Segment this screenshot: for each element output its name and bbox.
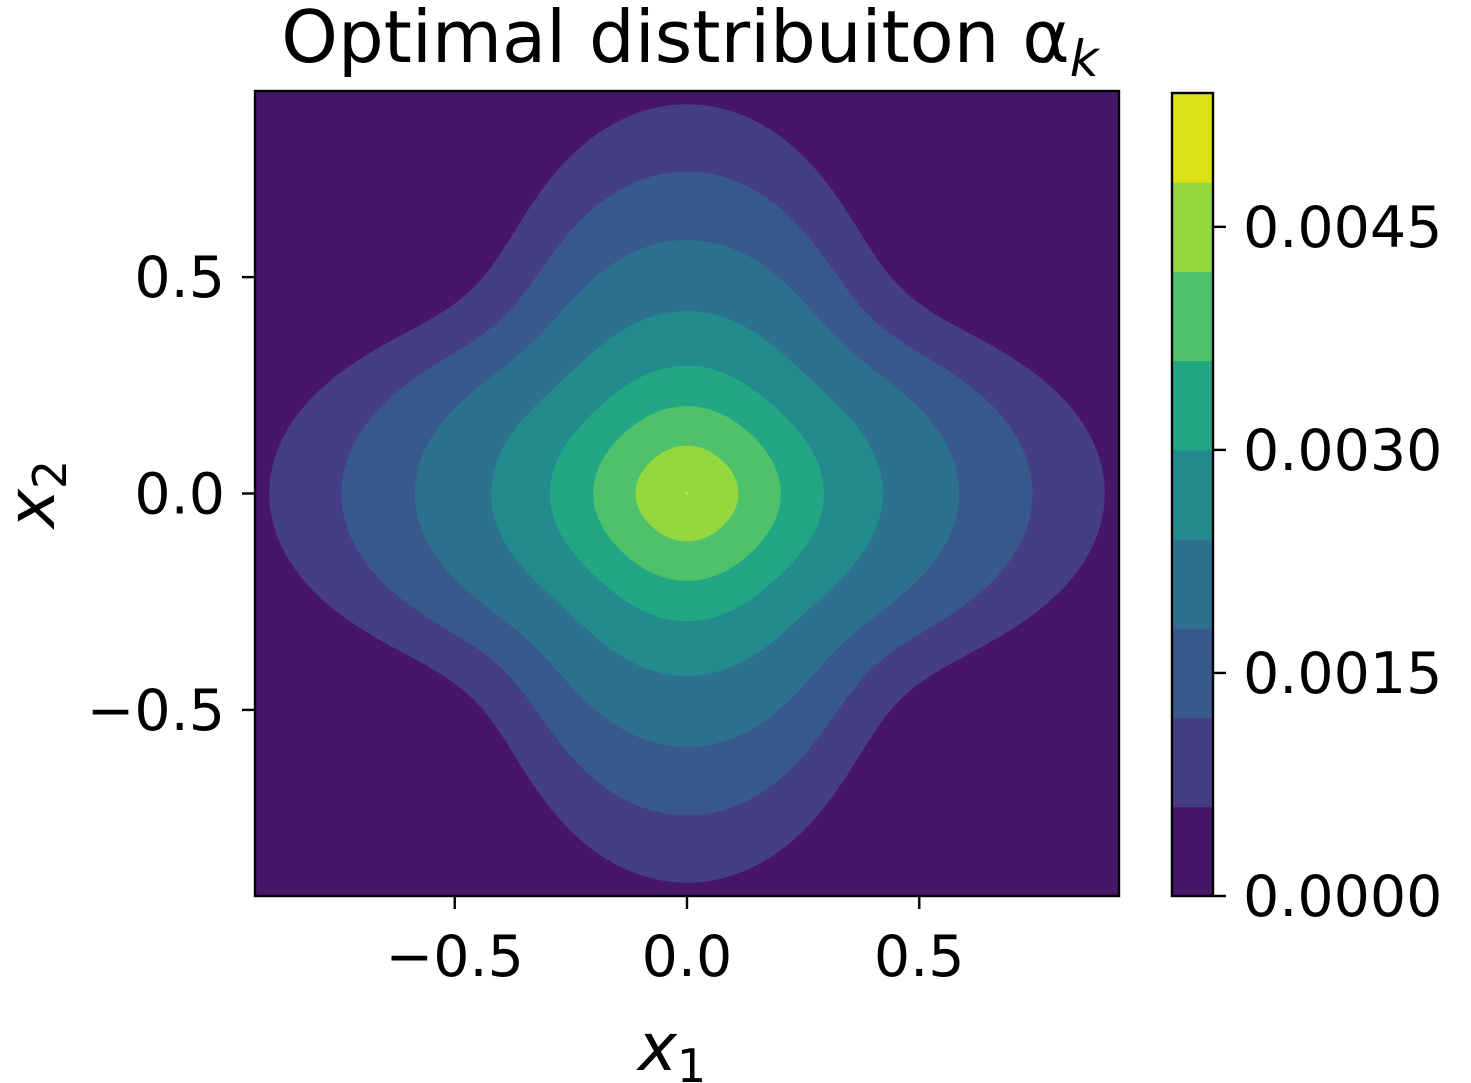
colorbar-segment [1172,806,1213,897]
y-tick-label: 0.5 [134,245,225,311]
x-tick-label: 0.5 [874,924,965,990]
x-tick-label: −0.5 [386,924,524,990]
x-axis: −0.5 0.0 0.5 [386,896,965,990]
colorbar-tick-label: 0.0000 [1243,864,1442,930]
colorbar-frame [1170,91,1215,898]
colorbar-tick-label: 0.0045 [1243,195,1442,261]
colorbar-segment [1172,539,1213,629]
x-tick-label: 0.0 [642,924,733,990]
colorbar-segment [1172,449,1213,540]
y-axis-label: x2 [0,460,77,530]
chart-title: Optimal distribuiton αk [281,0,1100,88]
colorbar-segment [1172,182,1213,272]
y-axis: −0.5 0.0 0.5 [87,245,255,744]
y-tick-label: 0.0 [134,462,225,528]
colorbar-tick-label: 0.0015 [1243,641,1442,707]
colorbar-tick-label: 0.0030 [1243,418,1442,484]
colorbar-segment [1172,717,1213,808]
plot-area [253,89,1121,898]
colorbar-segment [1172,271,1213,362]
colorbar: 0.0000 0.0015 0.0030 0.0045 [1170,91,1442,930]
colorbar-segment [1172,628,1213,719]
peak-point [685,491,689,496]
x-axis-label: x1 [636,1009,706,1083]
y-tick-label: −0.5 [87,678,225,744]
colorbar-segment [1172,360,1213,451]
colorbar-segment [1172,93,1213,183]
